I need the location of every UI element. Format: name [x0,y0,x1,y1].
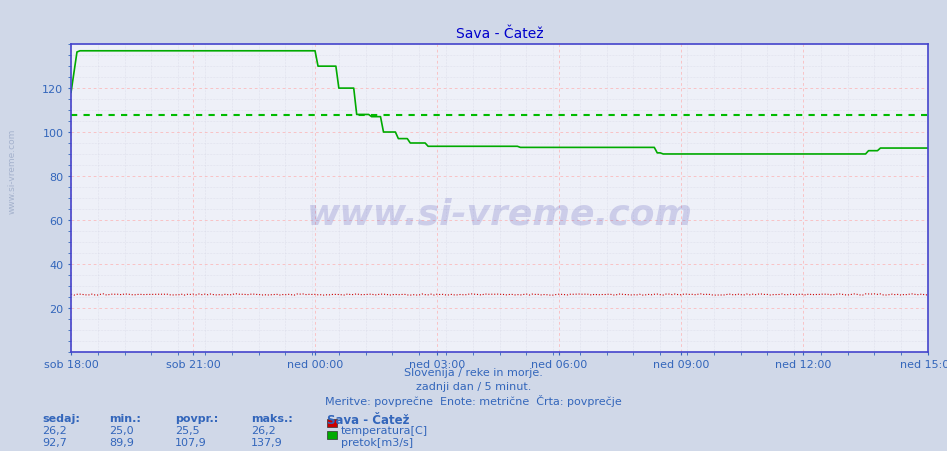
Text: Slovenija / reke in morje.: Slovenija / reke in morje. [404,368,543,377]
Text: 89,9: 89,9 [109,437,134,446]
Text: Sava - Čatež: Sava - Čatež [327,413,409,426]
Text: 26,2: 26,2 [251,425,276,435]
Text: 25,0: 25,0 [109,425,134,435]
Text: temperatura[C]: temperatura[C] [341,425,428,435]
Text: 25,5: 25,5 [175,425,200,435]
Text: 107,9: 107,9 [175,437,207,446]
Text: www.si-vreme.com: www.si-vreme.com [307,197,692,231]
Text: povpr.:: povpr.: [175,413,219,423]
Text: min.:: min.: [109,413,141,423]
Text: zadnji dan / 5 minut.: zadnji dan / 5 minut. [416,381,531,391]
Text: 92,7: 92,7 [43,437,67,446]
Text: 26,2: 26,2 [43,425,67,435]
Text: sedaj:: sedaj: [43,413,80,423]
Text: Meritve: povprečne  Enote: metrične  Črta: povprečje: Meritve: povprečne Enote: metrične Črta:… [325,395,622,407]
Text: maks.:: maks.: [251,413,293,423]
Text: www.si-vreme.com: www.si-vreme.com [8,129,17,214]
Text: pretok[m3/s]: pretok[m3/s] [341,437,413,446]
Text: 137,9: 137,9 [251,437,283,446]
Title: Sava - Čatež: Sava - Čatež [456,27,544,41]
